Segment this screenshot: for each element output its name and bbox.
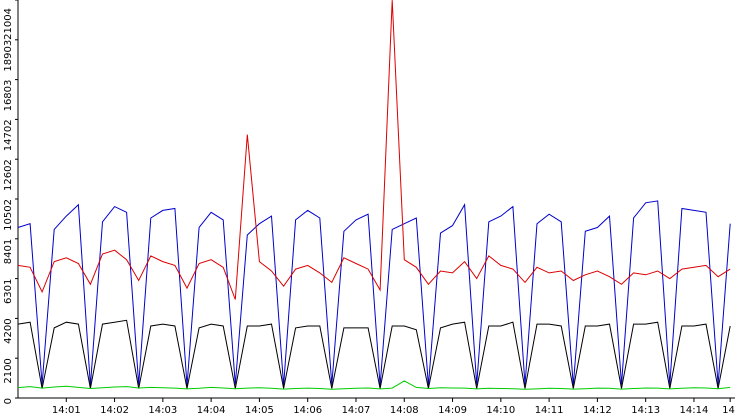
x-tick-label: 14:06 (293, 405, 322, 415)
y-tick-label: 0 (3, 398, 14, 404)
series-line (17, 380, 731, 390)
x-tick-label: 14:02 (100, 405, 129, 415)
x-tick-label: 14:10 (486, 405, 515, 415)
y-tick-label: 16803 (3, 80, 14, 112)
x-tick-label: 14:12 (583, 405, 612, 415)
x-tick-label: 14:08 (390, 405, 419, 415)
x-tick-label: 14:01 (52, 405, 81, 415)
y-tick-label: 8401 (3, 239, 14, 264)
y-tick-label: 12602 (3, 159, 14, 191)
y-tick-label: 4200 (3, 318, 14, 343)
series-line (17, 200, 731, 386)
y-tick-label: 2100 (3, 358, 14, 383)
x-tick-label: 14 (722, 405, 735, 415)
x-tick-label: 14:13 (631, 405, 660, 415)
x-tick-label: 14:09 (438, 405, 467, 415)
x-tick-label: 14:14 (680, 405, 709, 415)
y-tick-label: 14702 (3, 119, 14, 151)
y-tick-label: 6301 (3, 279, 14, 304)
x-tick-label: 14:07 (342, 405, 371, 415)
series-line (17, 0, 731, 300)
x-tick-label: 14:05 (245, 405, 274, 415)
y-tick-label: 18903 (3, 40, 14, 72)
x-tick-label: 14:04 (197, 405, 226, 415)
x-tick-label: 14:03 (148, 405, 177, 415)
x-tick-label: 14:11 (535, 405, 564, 415)
y-tick-label: 21004 (3, 8, 14, 40)
series-line (17, 319, 731, 389)
y-tick-label: 10502 (3, 199, 14, 231)
